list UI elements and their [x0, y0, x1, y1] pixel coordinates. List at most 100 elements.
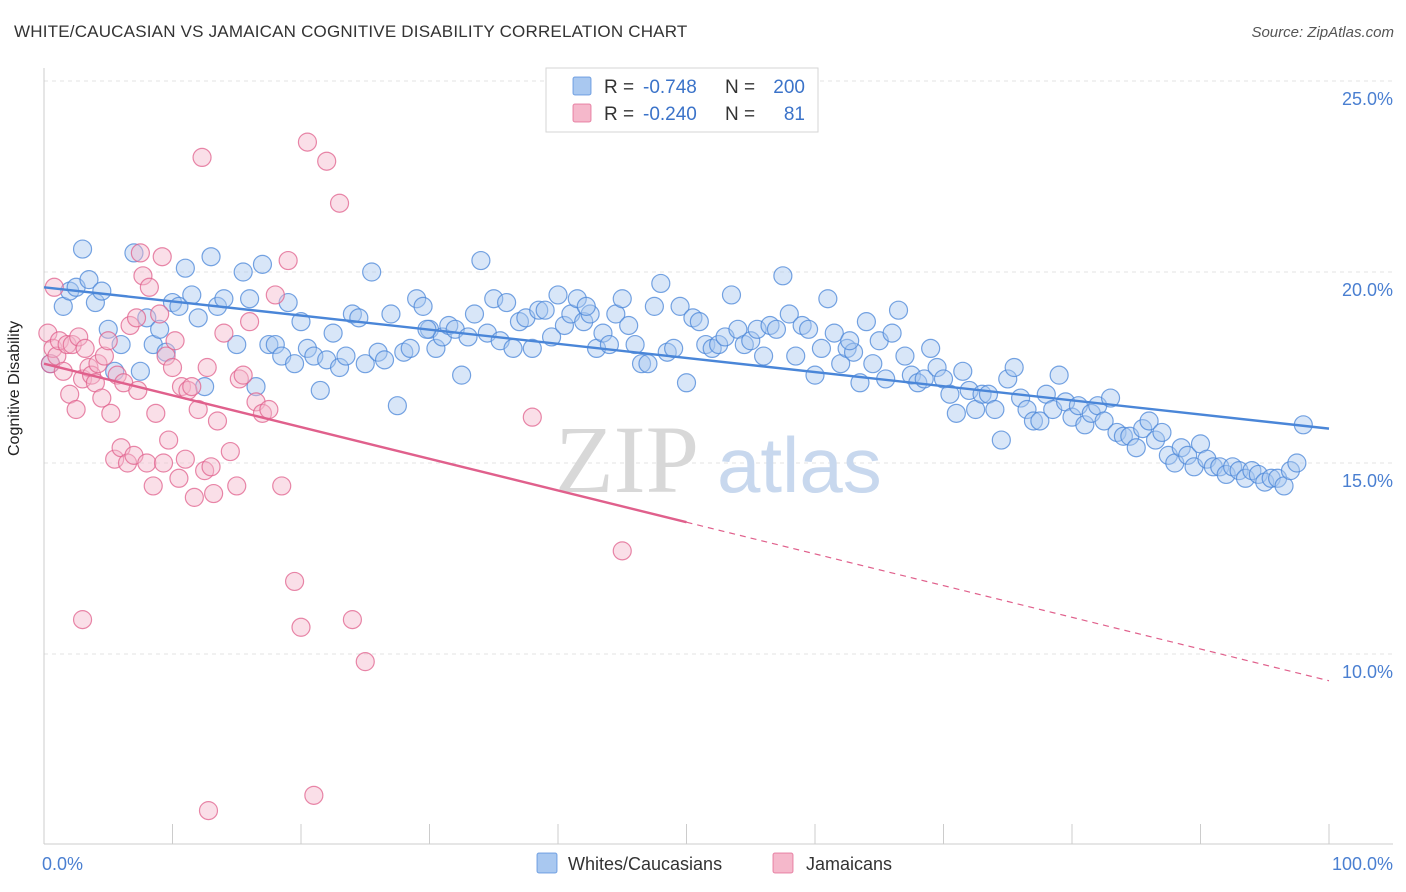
data-point: [840, 331, 860, 351]
data-point: [165, 331, 185, 351]
data-point: [220, 441, 240, 462]
data-point: [798, 319, 819, 339]
data-point: [452, 365, 472, 385]
data-point: [304, 346, 324, 366]
data-point: [159, 430, 179, 450]
data-point: [227, 334, 247, 355]
data-point: [150, 304, 170, 324]
trend-lines: [43, 286, 1330, 682]
legend-r-label: R =: [604, 77, 634, 98]
legend-r-value: -0.240: [643, 104, 697, 125]
data-point: [133, 266, 153, 286]
data-point: [612, 289, 632, 309]
legend-n-label: N =: [725, 77, 755, 98]
data-point: [92, 388, 112, 408]
source-label: Source: ZipAtlas.com: [1251, 24, 1394, 41]
data-point: [413, 296, 433, 316]
data-point: [297, 338, 318, 358]
data-point: [786, 346, 806, 366]
data-point: [593, 323, 613, 343]
series-whites-points: [40, 239, 1313, 496]
data-point: [105, 449, 125, 469]
data-point: [336, 346, 356, 366]
data-point: [497, 292, 517, 313]
data-point: [69, 327, 89, 347]
data-point: [464, 304, 485, 324]
data-point: [98, 331, 118, 351]
data-point: [1049, 365, 1069, 385]
data-point: [921, 338, 941, 358]
data-point: [576, 296, 596, 316]
data-point: [117, 453, 138, 473]
data-point: [137, 453, 157, 473]
data-point: [111, 334, 131, 355]
data-point: [522, 407, 542, 427]
data-point: [201, 457, 221, 477]
data-point: [670, 296, 690, 316]
data-point: [811, 338, 832, 358]
data-point: [625, 334, 645, 355]
data-point: [766, 319, 787, 339]
data-point: [1235, 468, 1256, 488]
data-point: [240, 312, 260, 332]
bottom-legend-whites: Whites/Caucasians: [568, 854, 722, 874]
data-point: [1133, 419, 1153, 439]
data-point: [1216, 464, 1236, 485]
data-point: [741, 331, 761, 351]
data-point: [124, 243, 144, 263]
data-point: [753, 346, 774, 366]
data-point: [137, 308, 157, 328]
data-point: [638, 354, 658, 374]
data-point: [198, 801, 219, 821]
legend-swatch-whites: [572, 76, 592, 96]
data-point: [888, 300, 909, 320]
trend-line-1: [43, 362, 687, 524]
data-point: [1094, 411, 1114, 431]
data-point: [62, 334, 82, 355]
data-point: [805, 365, 825, 385]
data-point: [529, 300, 549, 320]
y-tick-label: 15.0%: [1342, 471, 1393, 491]
data-point: [1075, 415, 1095, 435]
data-point: [317, 151, 337, 171]
legend-swatch-jamaicans: [572, 103, 592, 123]
data-point: [75, 338, 95, 358]
tick-labels: 10.0% 15.0% 20.0% 25.0% 0.0% 100.0%: [42, 89, 1393, 874]
data-point: [1100, 388, 1121, 408]
data-point: [297, 132, 318, 152]
data-point: [265, 285, 285, 305]
legend-r-label: R =: [604, 104, 634, 125]
data-point: [304, 785, 324, 805]
data-point: [387, 396, 407, 416]
data-point: [426, 338, 446, 358]
data-point: [856, 312, 877, 332]
x-tick-label: 100.0%: [1332, 854, 1393, 874]
data-point: [818, 289, 838, 309]
data-point: [1113, 426, 1134, 446]
data-point: [644, 296, 664, 316]
data-point: [985, 399, 1005, 420]
bottom-legend-swatch-jamaicans: [772, 852, 794, 874]
data-point: [824, 323, 844, 343]
chart-title: WHITE/CAUCASIAN VS JAMAICAN COGNITIVE DI…: [14, 22, 688, 41]
data-point: [612, 541, 632, 561]
y-tick-label: 20.0%: [1342, 280, 1393, 300]
series-jamaicans-points: [38, 132, 632, 821]
data-point: [721, 285, 742, 305]
data-point: [130, 243, 150, 263]
data-point: [252, 254, 273, 274]
bottom-legend-swatch-whites: [536, 852, 558, 874]
data-point: [1152, 422, 1172, 443]
data-point: [182, 285, 202, 305]
data-point: [233, 365, 253, 385]
data-point: [548, 285, 568, 305]
data-point: [126, 308, 147, 328]
data-point: [1248, 464, 1268, 485]
data-point: [329, 193, 350, 213]
data-point: [374, 350, 395, 370]
data-point: [362, 262, 382, 282]
data-point: [368, 342, 388, 362]
data-point: [310, 380, 330, 401]
data-point: [1145, 430, 1166, 450]
